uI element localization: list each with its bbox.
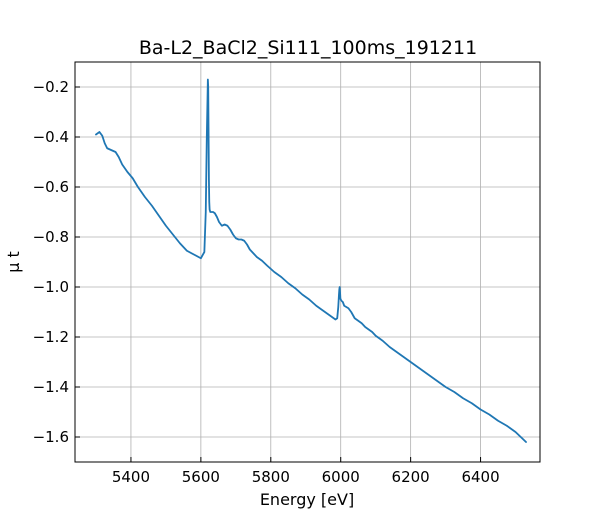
y-axis-tick-labels: −0.2 −0.4 −0.6 −0.8 −1.0 −1.2 −1.4 −1.6 (33, 78, 69, 446)
grid-lines (75, 62, 540, 462)
y-axis-label: μ t (4, 251, 23, 273)
x-tick-label: 6200 (392, 468, 430, 486)
y-tick-label: −0.4 (33, 128, 69, 146)
x-axis-label: Energy [eV] (260, 490, 354, 509)
y-tick-label: −1.6 (33, 428, 69, 446)
x-tick-label: 5600 (182, 468, 220, 486)
y-tick-label: −1.0 (33, 278, 69, 296)
y-tick-label: −0.8 (33, 228, 69, 246)
x-tick-label: 5400 (112, 468, 150, 486)
y-tick-label: −1.4 (33, 378, 69, 396)
x-tick-label: 6400 (461, 468, 499, 486)
x-axis-tick-labels: 5400 5600 5800 6000 6200 6400 (112, 468, 500, 486)
y-tick-label: −1.2 (33, 328, 69, 346)
y-tick-label: −0.2 (33, 78, 69, 96)
plot-area (95, 78, 527, 443)
plot-frame (74, 61, 541, 463)
x-tick-label: 5800 (252, 468, 290, 486)
x-tick-label: 6000 (322, 468, 360, 486)
y-tick-label: −0.6 (33, 178, 69, 196)
chart-title: Ba-L2_BaCl2_Si111_100ms_191211 (139, 37, 477, 59)
axis-ticks (75, 86, 482, 462)
data-series-line (95, 78, 527, 443)
